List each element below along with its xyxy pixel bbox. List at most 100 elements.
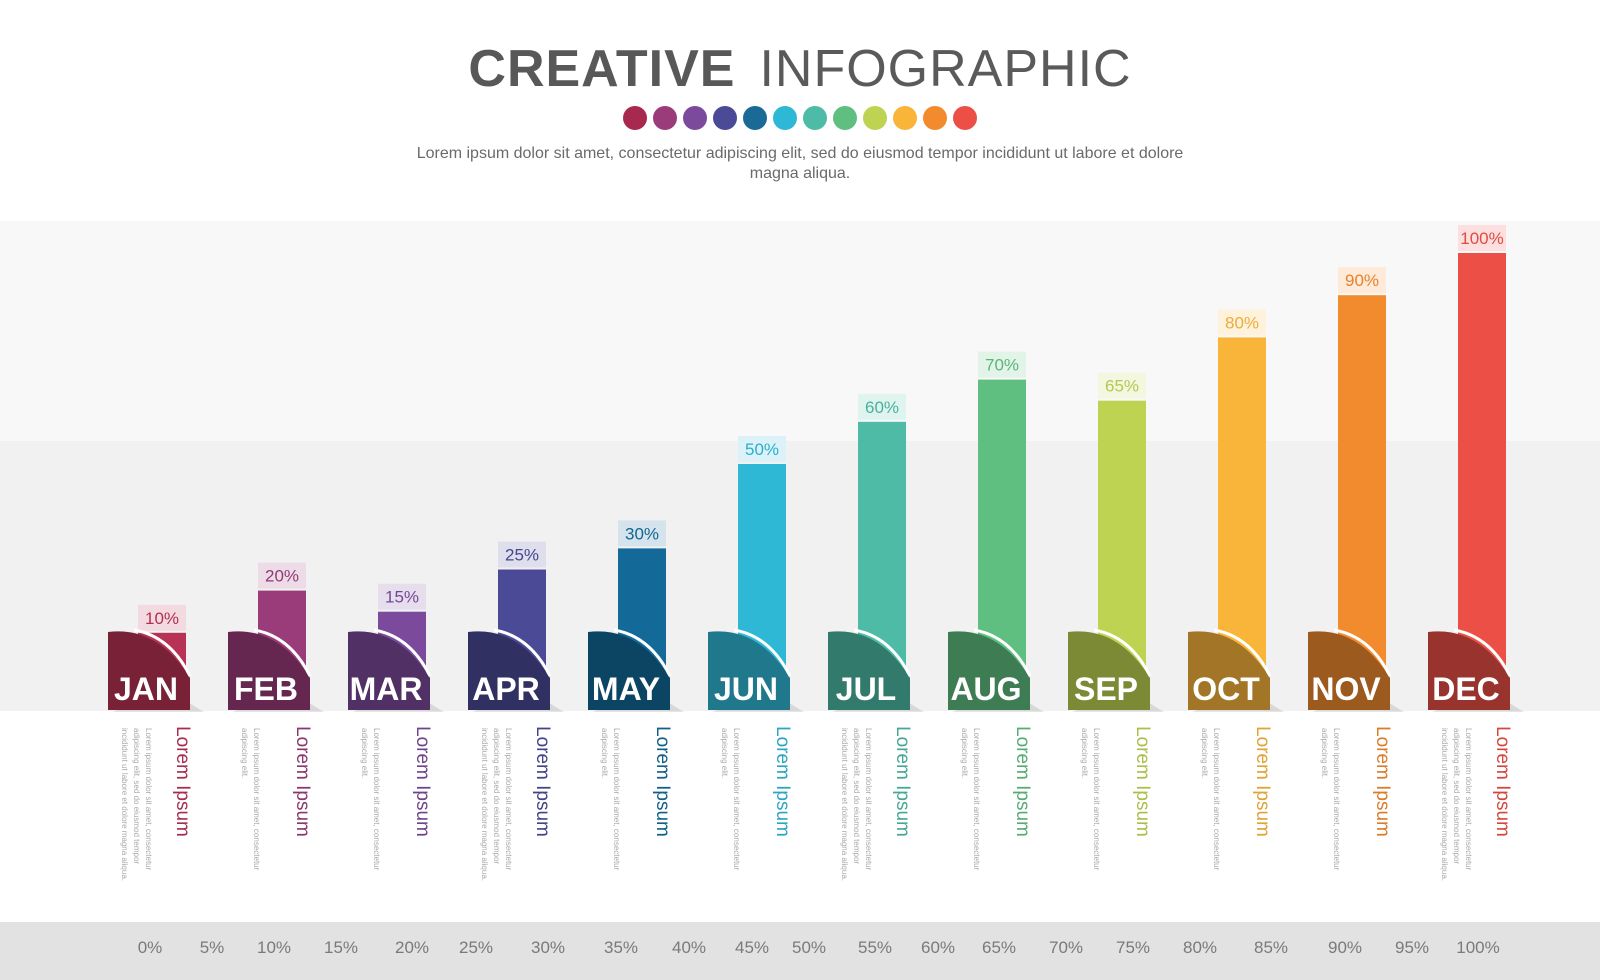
month-label: SEP	[1074, 671, 1138, 707]
page-title: CREATIVE INFOGRAPHIC	[0, 40, 1600, 98]
scale-label: 95%	[1394, 938, 1430, 957]
month-tab-mar	[348, 631, 430, 710]
data-label: 10%	[145, 609, 179, 628]
item-title: Lorem Ipsum	[1492, 726, 1513, 837]
scale-label: 10%	[256, 938, 292, 957]
color-dot	[893, 106, 917, 130]
color-dot	[743, 106, 767, 130]
color-dot	[833, 106, 857, 130]
scale-label: 25%	[458, 938, 494, 957]
month-tab-may	[588, 631, 670, 710]
month-label: JUL	[836, 671, 896, 707]
month-label: DEC	[1432, 671, 1500, 707]
scale-label: 75%	[1115, 938, 1151, 957]
color-dot	[773, 106, 797, 130]
item-description: Lorem ipsum dolor sit amet, consectetur …	[1320, 728, 1341, 871]
month-tab-feb	[228, 631, 310, 710]
item-title: Lorem Ipsum	[532, 726, 553, 837]
item-title: Lorem Ipsum	[1132, 726, 1153, 837]
item-description: Lorem ipsum dolor sit amet, consectetur …	[840, 728, 873, 881]
tab-highlight	[373, 628, 432, 677]
scale-label: 55%	[857, 938, 893, 957]
tab-highlight	[493, 628, 552, 677]
item-title: Lorem Ipsum	[772, 726, 793, 837]
tab-highlight	[1093, 628, 1152, 677]
item-description: Lorem ipsum dolor sit amet, consectetur …	[720, 728, 741, 871]
month-label: JAN	[114, 671, 178, 707]
scale-label: 60%	[920, 938, 956, 957]
item-title: Lorem Ipsum	[892, 726, 913, 837]
data-label-box	[1458, 225, 1506, 251]
tab-highlight	[973, 628, 1032, 677]
month-tab-nov	[1308, 631, 1390, 710]
scale-label: 50%	[791, 938, 827, 957]
scale-label: 65%	[981, 938, 1017, 957]
month-label: OCT	[1192, 671, 1260, 707]
item-title: Lorem Ipsum	[1252, 726, 1273, 837]
data-label: 25%	[505, 546, 539, 565]
item-description: Lorem ipsum dolor sit amet, consectetur …	[1440, 728, 1473, 881]
data-label-box	[858, 393, 906, 420]
subtitle: Lorem ipsum dolor sit amet, consectetur …	[416, 145, 1184, 182]
item-description: Lorem ipsum dolor sit amet, consectetur …	[120, 728, 153, 881]
bar-nov	[1338, 295, 1386, 685]
month-tab-jul	[828, 631, 910, 710]
chart-background-top	[0, 221, 1600, 441]
bar-dec	[1458, 253, 1506, 685]
data-label: 30%	[625, 524, 659, 543]
scale-label: 5%	[199, 938, 225, 957]
percentage-scale: 0% 5% 10% 15% 20% 25% 30% 35% 40% 45% 50% 55% 60% 65%…	[0, 938, 1600, 962]
tab-highlight	[253, 628, 312, 677]
color-dot	[863, 106, 887, 130]
scale-label: 70%	[1048, 938, 1084, 957]
month-tab-dec	[1428, 631, 1510, 710]
data-label: 15%	[385, 588, 419, 607]
item-description: Lorem ipsum dolor sit amet, consectetur …	[600, 728, 621, 871]
scale-label: 30%	[530, 938, 566, 957]
month-label: MAY	[592, 671, 660, 707]
scale-label: 0%	[137, 938, 163, 957]
scale-strip	[0, 922, 1600, 980]
data-label: 100%	[1460, 229, 1503, 248]
tab-highlight	[1333, 628, 1392, 677]
scale-label: 85%	[1253, 938, 1289, 957]
data-label: 65%	[1105, 377, 1139, 396]
month-label: JUN	[714, 671, 778, 707]
item-description: Lorem ipsum dolor sit amet, consectetur …	[960, 728, 981, 871]
tab-highlight	[733, 628, 792, 677]
color-dot	[803, 106, 827, 130]
color-dot	[953, 106, 977, 130]
tab-highlight	[853, 628, 912, 677]
scale-label: 20%	[394, 938, 430, 957]
scale-label: 100%	[1456, 938, 1500, 957]
title-light: INFOGRAPHIC	[759, 40, 1132, 98]
scale-label: 90%	[1327, 938, 1363, 957]
scale-label: 15%	[323, 938, 359, 957]
color-dot	[923, 106, 947, 130]
item-title: Lorem Ipsum	[412, 726, 433, 837]
data-label: 20%	[265, 567, 299, 586]
data-label-box	[978, 351, 1026, 378]
item-title: Lorem Ipsum	[652, 726, 673, 837]
data-label-box	[258, 562, 306, 589]
item-title: Lorem Ipsum	[172, 726, 193, 837]
data-label: 70%	[985, 356, 1019, 375]
month-label: FEB	[234, 671, 298, 707]
data-label-box	[1218, 309, 1266, 336]
tab-highlight	[133, 628, 192, 677]
data-label-box	[1098, 372, 1146, 399]
scale-label: 40%	[671, 938, 707, 957]
tab-highlight	[613, 628, 672, 677]
month-tab-apr	[468, 631, 550, 710]
item-title: Lorem Ipsum	[292, 726, 313, 837]
data-label: 90%	[1345, 271, 1379, 290]
item-title: Lorem Ipsum	[1372, 726, 1393, 837]
data-label-box	[618, 520, 666, 547]
scale-label: 35%	[603, 938, 639, 957]
month-tab-jun	[708, 631, 790, 710]
header: CREATIVE INFOGRAPHIC Lorem ipsum dolor si…	[0, 0, 1600, 210]
bar-oct	[1218, 337, 1266, 685]
color-dot	[653, 106, 677, 130]
data-label-box	[738, 436, 786, 462]
